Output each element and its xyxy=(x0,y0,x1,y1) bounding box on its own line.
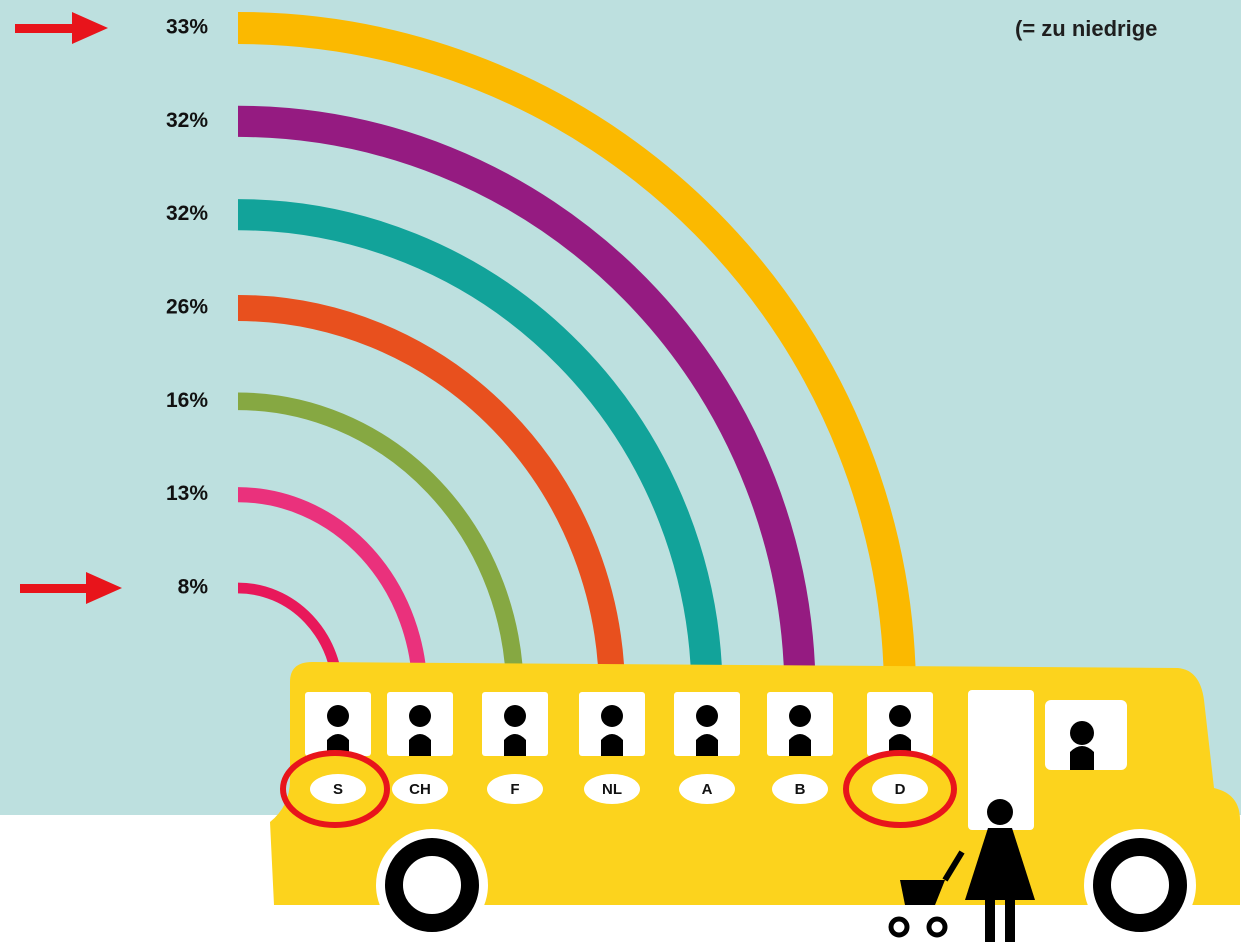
passenger-head xyxy=(696,705,718,727)
passenger-head xyxy=(327,705,349,727)
value-label: 16% xyxy=(166,389,208,412)
passenger-body xyxy=(504,734,526,756)
passenger-body xyxy=(601,734,623,756)
wheel xyxy=(394,847,470,923)
passenger-head xyxy=(504,705,526,727)
value-label: 33% xyxy=(166,16,208,39)
passenger-body xyxy=(696,734,718,756)
value-label: 32% xyxy=(166,202,208,225)
category-label: NL xyxy=(602,781,622,798)
category-label: S xyxy=(333,781,343,798)
driver-body xyxy=(1070,746,1094,770)
wheel xyxy=(1102,847,1178,923)
category-label: F xyxy=(510,781,519,798)
chart: (= zu niedrige 8% S 13% CH 16% F 26% NL 32% A 32% B… xyxy=(0,0,1241,942)
passenger-head xyxy=(889,705,911,727)
category-label: D xyxy=(895,781,906,798)
passenger-body xyxy=(789,734,811,756)
category-label: CH xyxy=(409,781,431,798)
category-label: B xyxy=(795,781,806,798)
value-label: 32% xyxy=(166,109,208,132)
driver-head xyxy=(1070,721,1094,745)
passenger-head xyxy=(789,705,811,727)
annotation: (= zu niedrige xyxy=(1015,16,1157,41)
value-label: 8% xyxy=(178,576,209,599)
passenger-body xyxy=(409,734,431,756)
category-label: A xyxy=(702,781,713,798)
passenger-head xyxy=(601,705,623,727)
value-label: 13% xyxy=(166,482,208,505)
value-label: 26% xyxy=(166,296,208,319)
passenger-head xyxy=(409,705,431,727)
